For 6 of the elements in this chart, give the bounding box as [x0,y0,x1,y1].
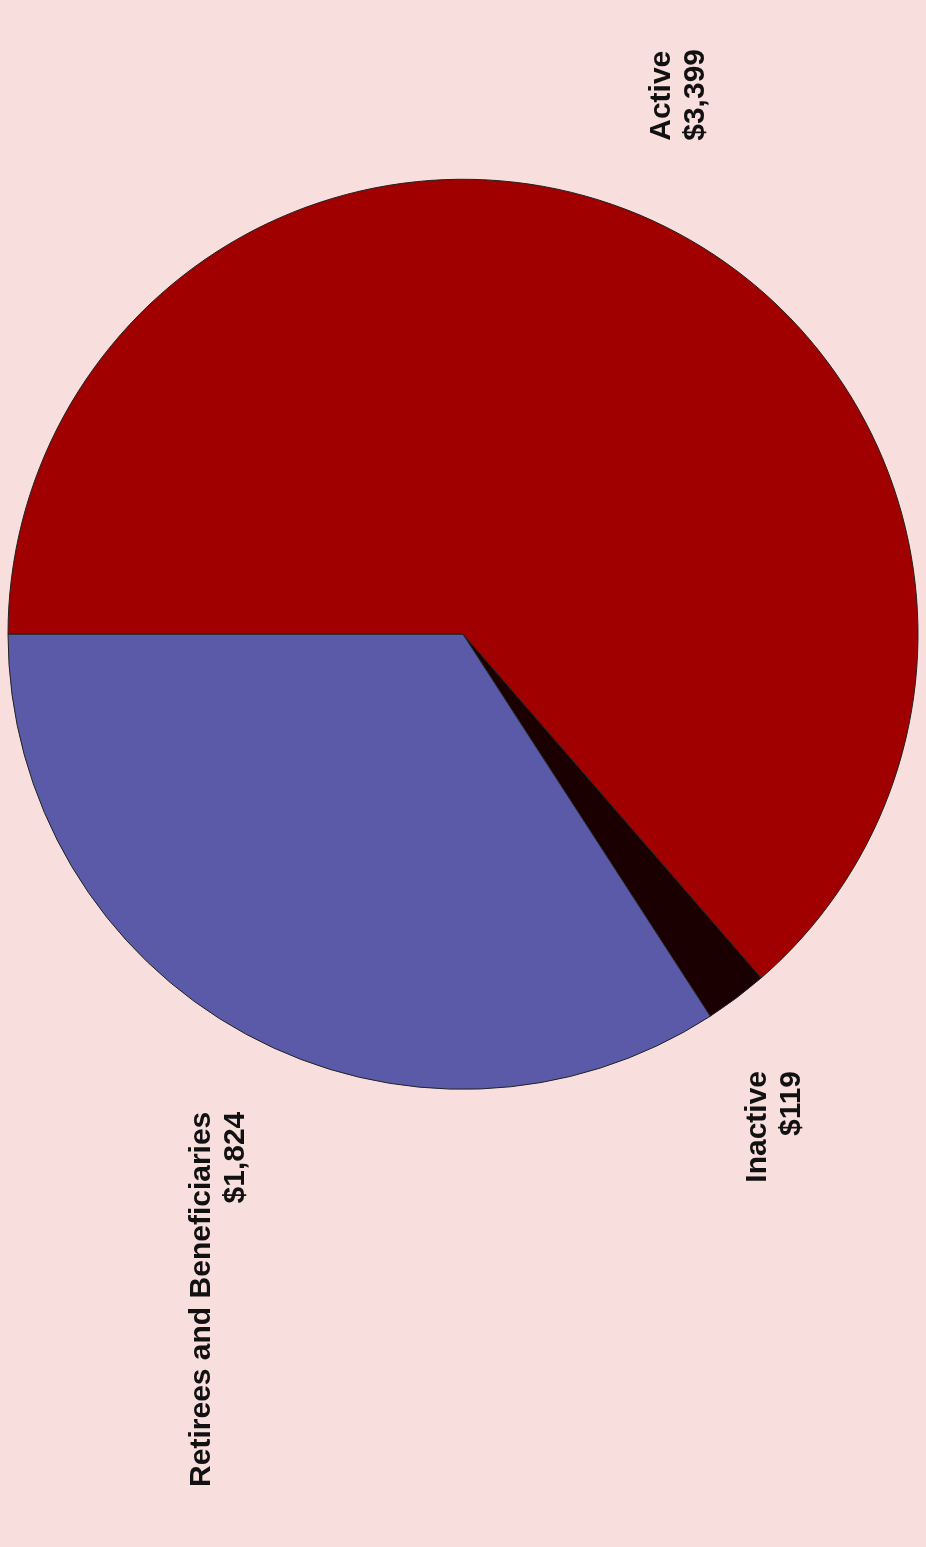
data-label: $3,399 [677,48,711,141]
slice-label: Active [643,50,677,141]
slice-label: Retirees and Beneficiaries [183,1111,217,1487]
slice-label: Inactive [738,1070,772,1183]
data-label: $119 [772,1070,806,1137]
data-label: $1,824 [217,1111,251,1204]
